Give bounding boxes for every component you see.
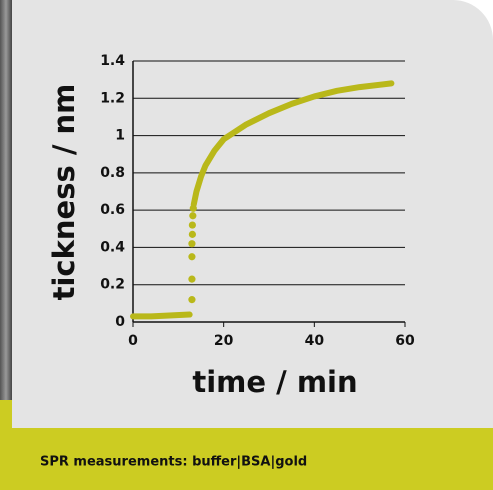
y-tick-label: 0.6: [100, 202, 125, 218]
data-line: [133, 315, 190, 317]
y-tick-label: 0.8: [100, 165, 125, 181]
data-point: [188, 253, 195, 260]
y-tick-label: 0.2: [100, 277, 125, 293]
chart: SPR measurements: buffer|BSA|gold time /…: [0, 0, 493, 490]
data-point: [188, 296, 195, 303]
y-tick-label: 1.4: [100, 53, 125, 69]
data-point: [188, 276, 195, 283]
data-point: [188, 240, 195, 247]
y-tick-label: 0: [115, 314, 125, 330]
y-axis-label: tickness / nm: [47, 84, 81, 301]
x-axis-label: time / min: [192, 365, 357, 399]
data-point: [189, 212, 196, 219]
data-point: [189, 231, 196, 238]
card: [12, 0, 493, 428]
data-point: [189, 221, 196, 228]
page: SPR measurements: buffer|BSA|gold time /…: [0, 0, 493, 490]
x-tick-label: 60: [395, 333, 415, 349]
side-accent: [0, 400, 12, 490]
y-tick-label: 1: [115, 128, 125, 144]
x-tick-label: 20: [214, 333, 234, 349]
y-tick-label: 0.4: [100, 239, 125, 255]
x-tick-label: 40: [305, 333, 325, 349]
y-tick-label: 1.2: [100, 90, 125, 106]
x-tick-label: 0: [128, 333, 138, 349]
side-strip: [0, 0, 12, 400]
caption: SPR measurements: buffer|BSA|gold: [40, 455, 307, 470]
